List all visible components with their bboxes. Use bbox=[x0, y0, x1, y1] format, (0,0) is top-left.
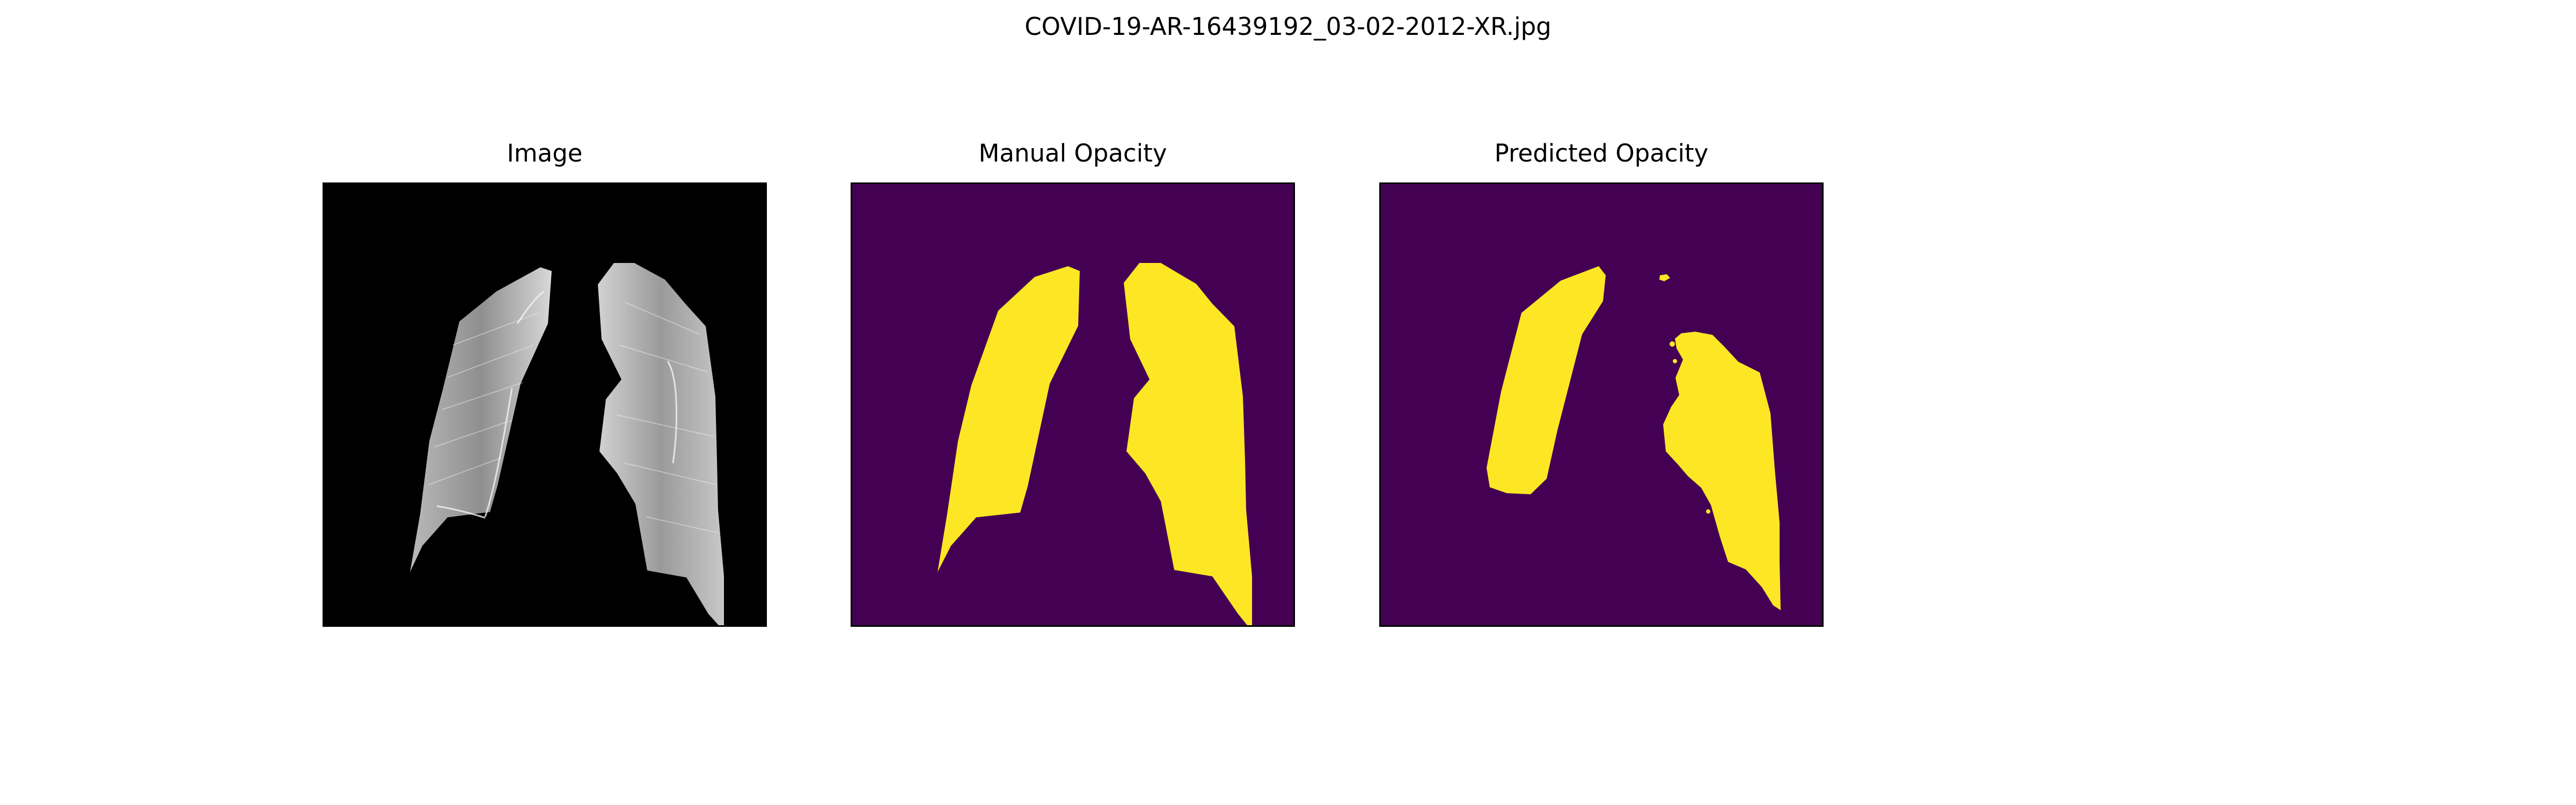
figure-title: COVID-19-AR-16439192_03-02-2012-XR.jpg bbox=[1024, 12, 1552, 41]
panel-image-title: Image bbox=[507, 139, 583, 167]
lung-xray-image bbox=[324, 184, 765, 625]
predicted-left-lung-mask bbox=[1487, 266, 1606, 494]
manual-right-lung-mask bbox=[1124, 263, 1252, 625]
predicted-right-lung-mask bbox=[1663, 332, 1781, 610]
manual-mask-image bbox=[852, 184, 1293, 625]
panel-predicted-opacity-frame bbox=[1379, 182, 1824, 627]
manual-left-lung-mask bbox=[938, 266, 1080, 572]
panel-manual-opacity-frame bbox=[851, 182, 1295, 627]
panel-image-frame bbox=[323, 182, 767, 627]
left-lung-shape bbox=[410, 267, 552, 572]
panel-manual-opacity-title: Manual Opacity bbox=[978, 139, 1167, 167]
predicted-mask-image bbox=[1381, 184, 1822, 625]
right-lung-shape bbox=[598, 263, 724, 625]
predicted-small-blob-mask bbox=[1659, 274, 1670, 281]
panel-predicted-opacity-title: Predicted Opacity bbox=[1494, 139, 1709, 167]
